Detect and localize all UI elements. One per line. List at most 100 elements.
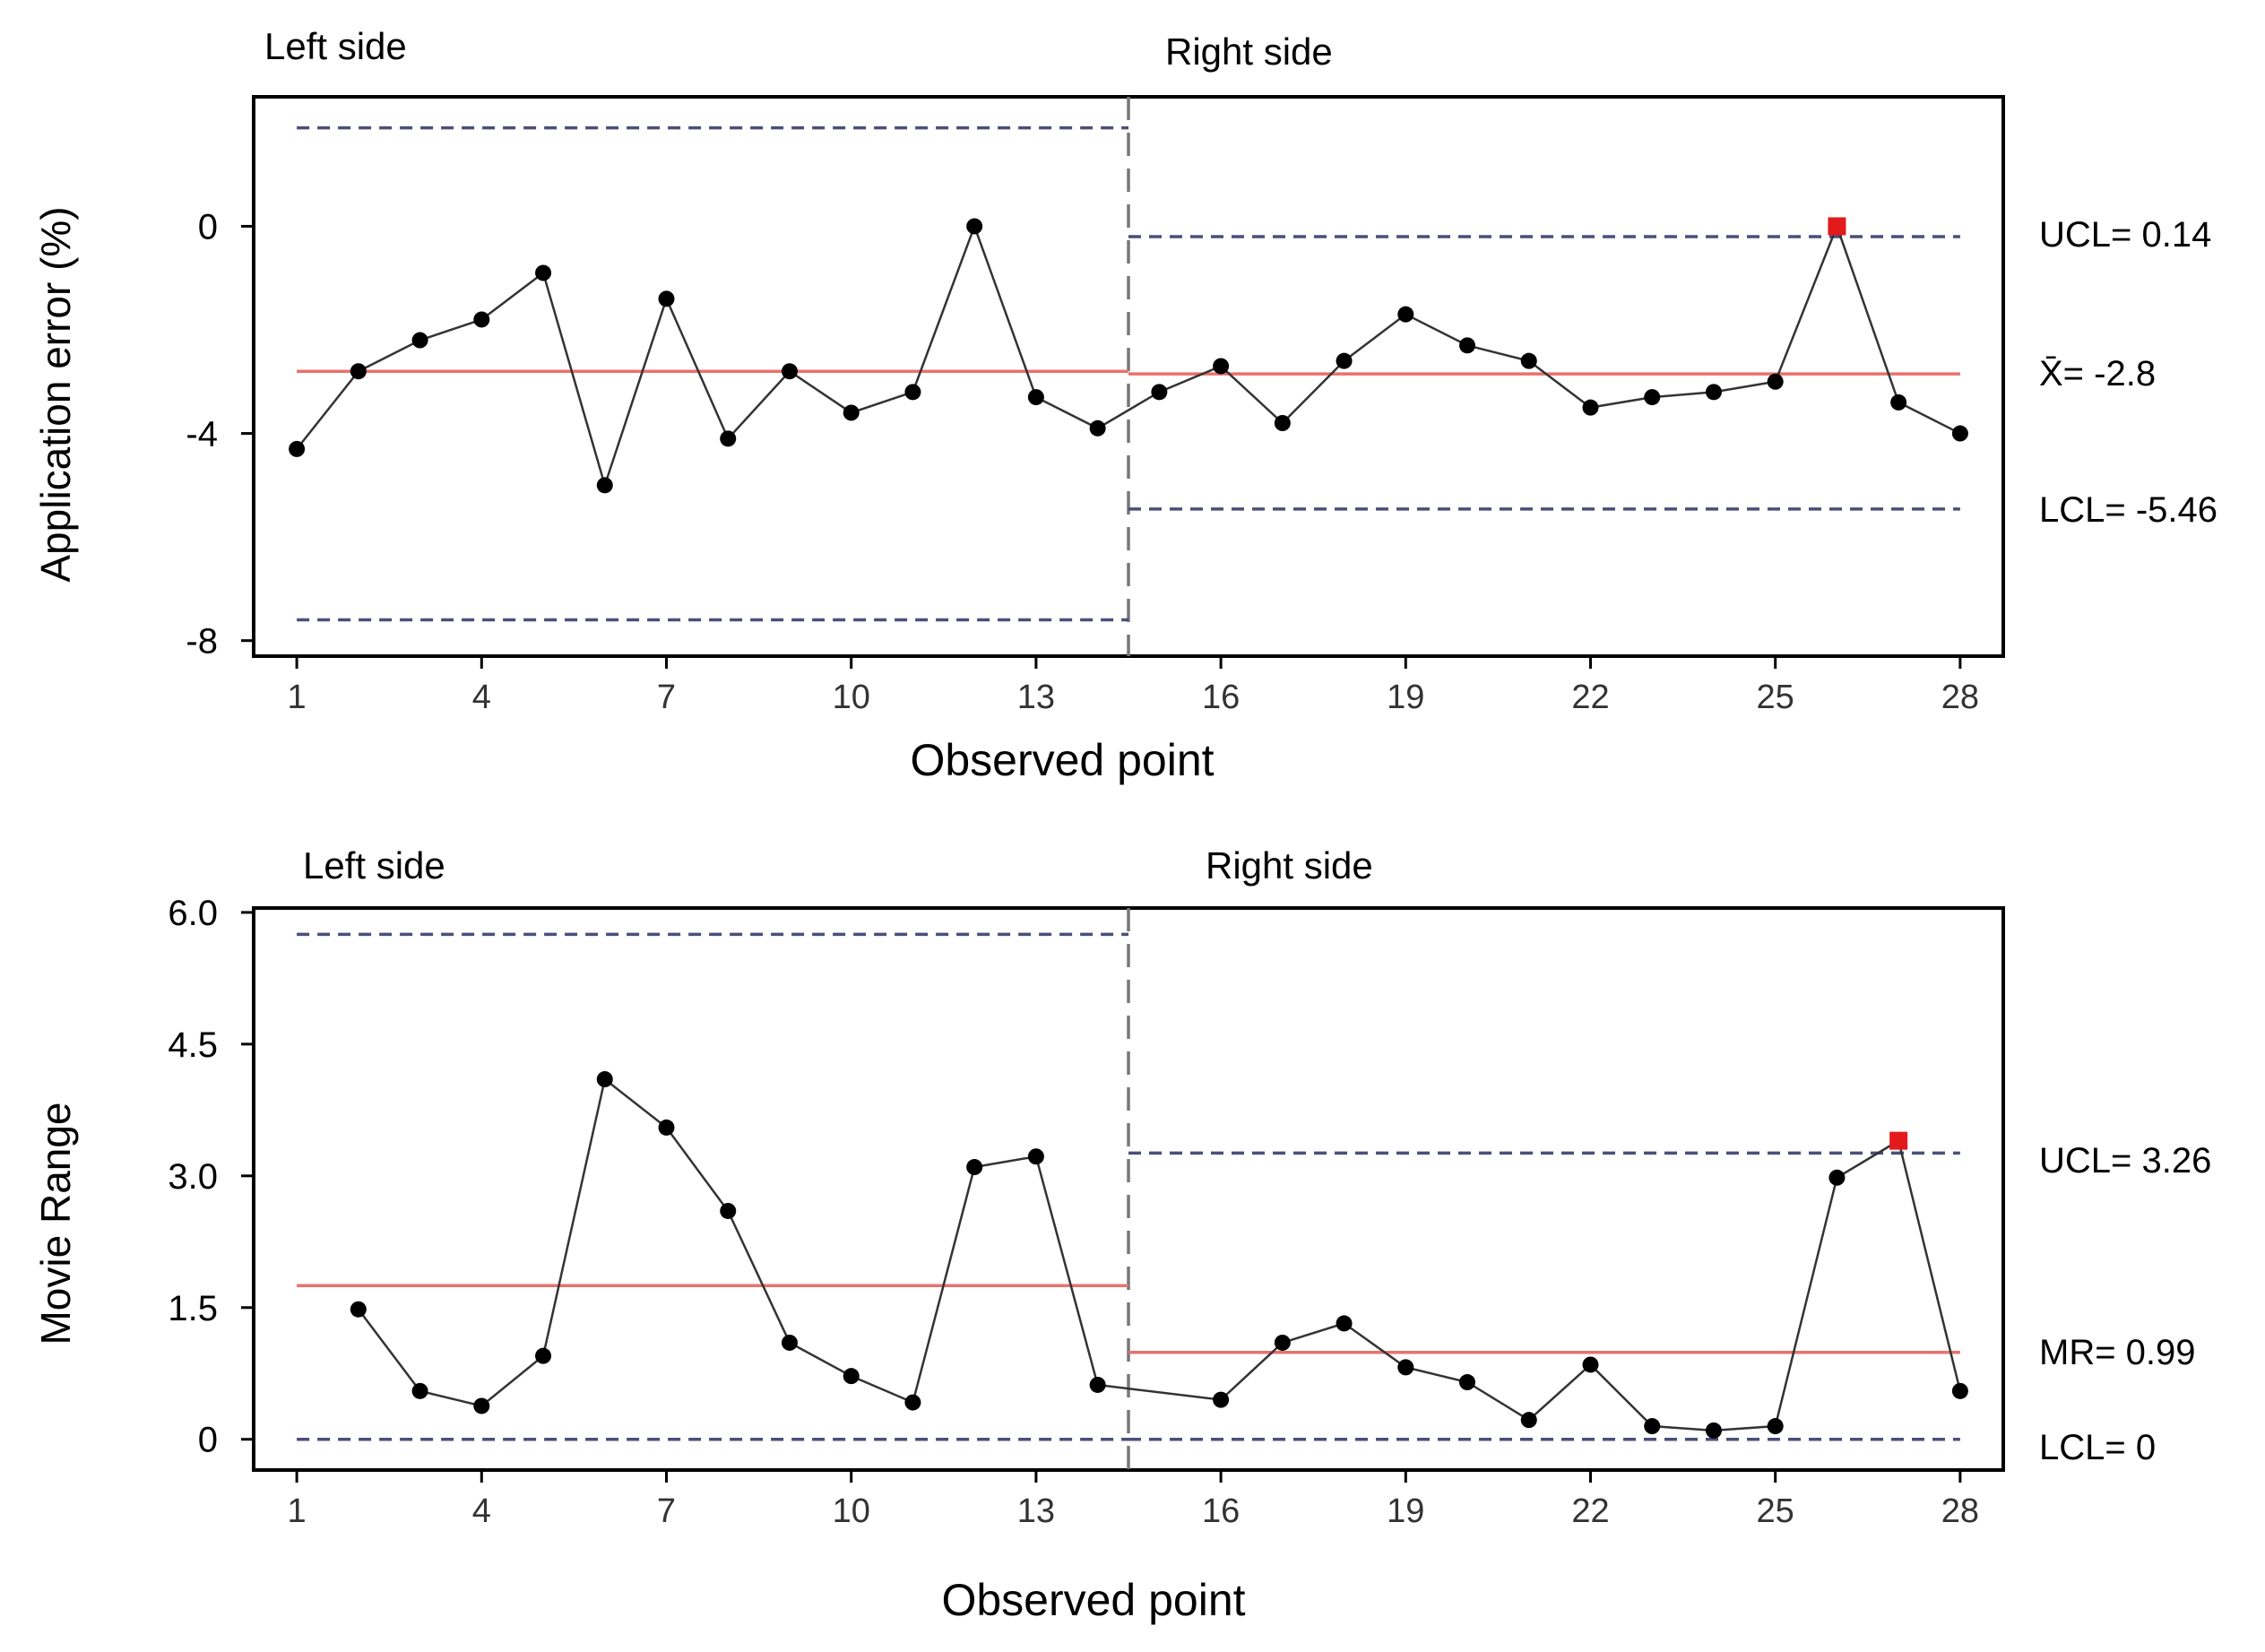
- series-line: [357, 1077, 1962, 1432]
- x-axis-label: Observed point: [941, 1575, 1245, 1625]
- data-point: [1582, 399, 1599, 416]
- x-tick-label: 4: [472, 679, 491, 716]
- data-point: [1336, 1315, 1353, 1332]
- x-tick-label: 1: [288, 1492, 307, 1530]
- series-line: [296, 222, 1961, 489]
- data-point: [1397, 1359, 1414, 1376]
- data-point: [1767, 1418, 1784, 1435]
- x-tick-label: 16: [1202, 679, 1240, 716]
- x-tick-label: 13: [1017, 679, 1055, 716]
- data-point: [1767, 373, 1784, 390]
- data-point: [1582, 1356, 1599, 1373]
- x-tick-label: 19: [1387, 679, 1424, 716]
- section-label-right: Right side: [1165, 30, 1333, 73]
- data-point: [1336, 352, 1353, 369]
- data-point: [1520, 1412, 1537, 1429]
- data-point: [1828, 1169, 1846, 1186]
- data-point: [966, 218, 983, 235]
- ucl-label: UCL= 0.14: [2039, 215, 2211, 255]
- data-point: [1459, 1374, 1476, 1391]
- data-point: [1951, 425, 1968, 442]
- lcl-label: LCL= -5.46: [2039, 490, 2217, 530]
- data-point: [1397, 306, 1414, 323]
- data-point: [1151, 384, 1168, 401]
- x-axis-label: Observed point: [910, 735, 1214, 785]
- data-point: [1890, 394, 1907, 411]
- x-tick-label: 19: [1387, 1492, 1424, 1530]
- data-point: [1644, 1418, 1661, 1435]
- x-tick-label: 7: [657, 1492, 676, 1530]
- lcl-label: LCL= 0: [2039, 1428, 2156, 1467]
- y-tick-label: -8: [186, 622, 218, 662]
- x-tick-label: 16: [1202, 1492, 1240, 1530]
- individuals-chart: Left side Right side Application error (…: [32, 25, 2217, 785]
- data-point: [1705, 384, 1722, 401]
- data-point: [1951, 1382, 1968, 1399]
- data-point: [473, 311, 490, 328]
- data-point: [1274, 415, 1291, 431]
- data-point: [289, 440, 306, 457]
- y-axis-label: Application error (%): [32, 206, 79, 582]
- data-point: [658, 1119, 675, 1136]
- data-point: [843, 404, 860, 421]
- moving-range-chart: Left side Right side Movie Range Observe…: [32, 844, 2211, 1625]
- data-point: [1089, 419, 1106, 437]
- y-tick-label: 4.5: [168, 1025, 218, 1065]
- data-point: [1213, 1391, 1230, 1408]
- data-point: [966, 1159, 983, 1176]
- x-tick-label: 25: [1757, 1492, 1794, 1530]
- x-tick-label: 7: [657, 679, 676, 716]
- section-label-right: Right side: [1206, 844, 1373, 887]
- x-tick-label: 10: [833, 1492, 870, 1530]
- x-tick-label: 25: [1757, 679, 1794, 716]
- data-point: [1089, 1376, 1106, 1393]
- x-tick-label: 28: [1941, 1492, 1979, 1530]
- data-point: [411, 332, 428, 349]
- data-point: [781, 363, 798, 380]
- data-point: [473, 1397, 490, 1414]
- data-point: [1459, 337, 1476, 354]
- data-point: [843, 1368, 860, 1385]
- y-tick-label: -4: [186, 415, 218, 454]
- data-point: [904, 1394, 921, 1411]
- data-point: [1027, 1148, 1044, 1165]
- data-point: [596, 1071, 613, 1088]
- x-tick-label: 13: [1017, 1492, 1055, 1530]
- y-tick-label: 0: [198, 207, 218, 247]
- data-point: [350, 1301, 367, 1318]
- section-label-left: Left side: [264, 25, 407, 67]
- y-tick-label: 0: [198, 1421, 218, 1460]
- data-point: [658, 290, 675, 307]
- center-label: X̄= -2.8: [2039, 354, 2156, 394]
- data-point: [1274, 1334, 1291, 1351]
- y-tick-label: 6.0: [168, 894, 218, 933]
- data-point: [1644, 389, 1661, 406]
- x-tick-label: 10: [833, 679, 870, 716]
- out-of-control-point: [1828, 217, 1846, 236]
- y-tick-label: 3.0: [168, 1157, 218, 1197]
- center-label: MR= 0.99: [2039, 1333, 2196, 1372]
- x-tick-label: 28: [1941, 679, 1979, 716]
- y-tick-label: 1.5: [168, 1289, 218, 1328]
- y-axis-label: Movie Range: [32, 1102, 79, 1345]
- data-point: [720, 430, 737, 447]
- data-point: [1705, 1422, 1722, 1439]
- ucl-label: UCL= 3.26: [2039, 1141, 2211, 1181]
- data-point: [596, 477, 613, 494]
- out-of-control-point: [1889, 1131, 1908, 1150]
- data-point: [1520, 352, 1537, 369]
- x-tick-label: 4: [472, 1492, 491, 1530]
- x-tick-label: 22: [1571, 1492, 1609, 1530]
- data-point: [535, 1347, 552, 1364]
- data-point: [904, 384, 921, 401]
- data-point: [535, 264, 552, 281]
- data-point: [781, 1334, 798, 1351]
- data-point: [411, 1382, 428, 1399]
- data-point: [720, 1202, 737, 1219]
- section-label-left: Left side: [303, 844, 445, 887]
- data-point: [1027, 389, 1044, 406]
- data-point: [350, 363, 367, 380]
- x-tick-label: 1: [288, 679, 307, 716]
- data-point: [1213, 358, 1230, 375]
